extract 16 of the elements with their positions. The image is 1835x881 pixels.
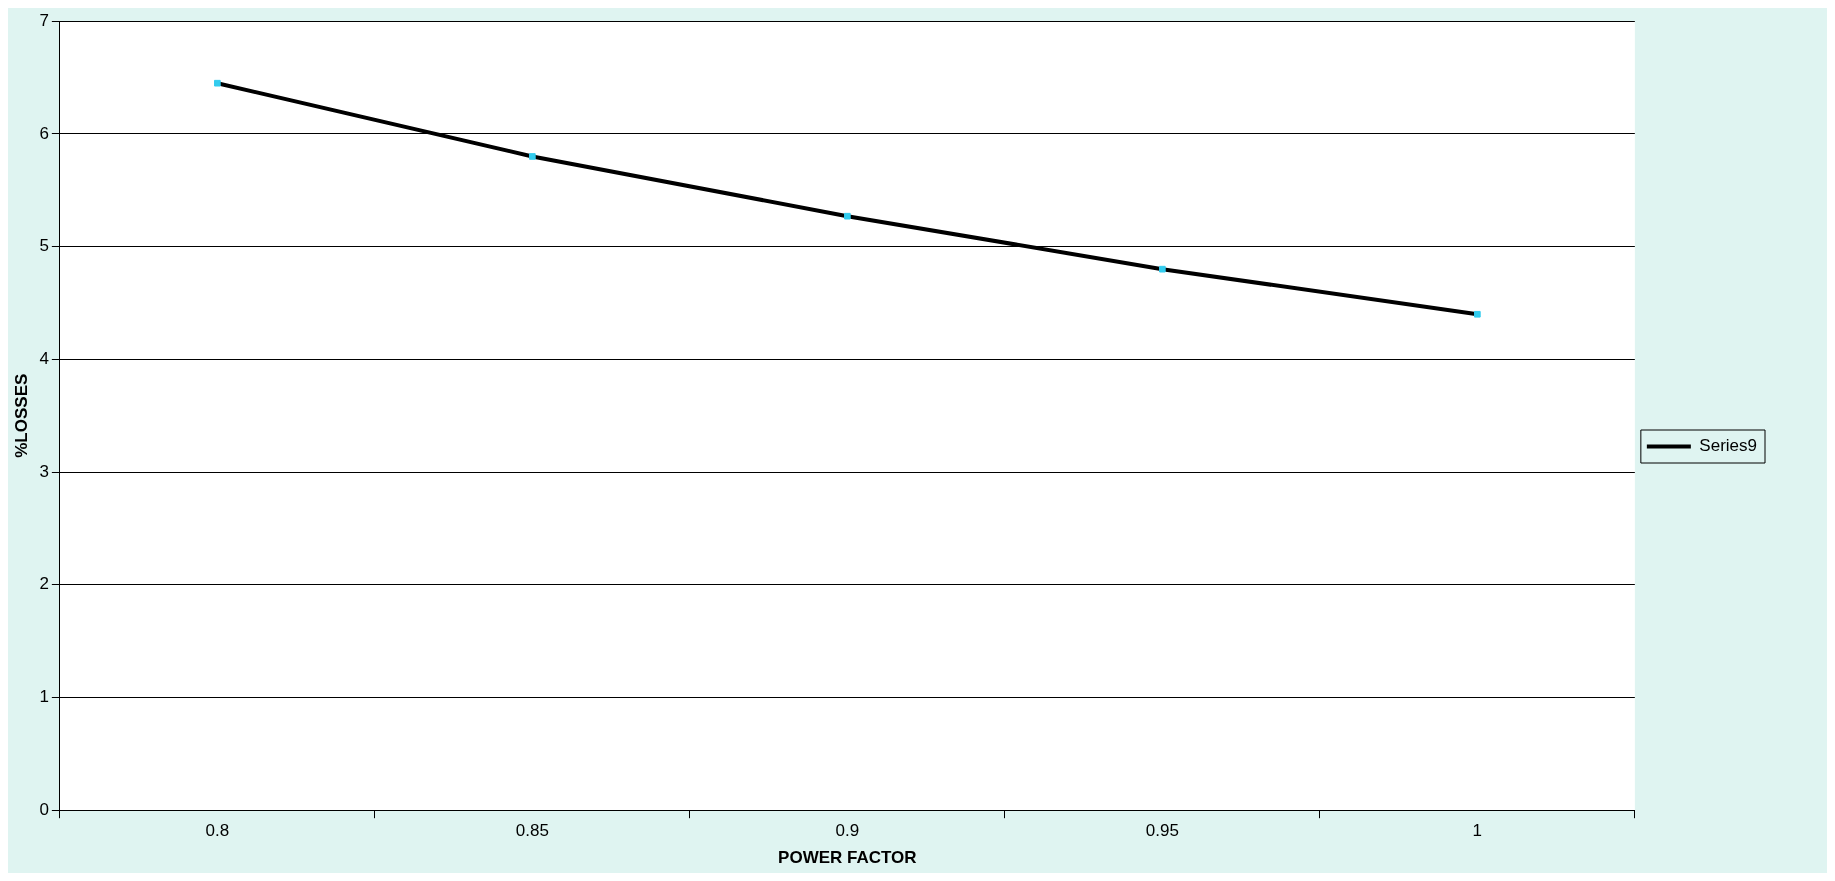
y-axis-title: %LOSSES bbox=[11, 373, 31, 458]
x-tick-label: 0.8 bbox=[205, 821, 230, 841]
y-tick-label: 0 bbox=[39, 799, 49, 819]
x-tick-label: 0.9 bbox=[835, 821, 860, 841]
y-tick-label: 2 bbox=[39, 574, 49, 594]
y-tick-label: 4 bbox=[39, 349, 49, 369]
y-tick-label: 1 bbox=[39, 687, 49, 707]
x-axis-title: POWER FACTOR bbox=[778, 848, 917, 868]
x-tick-label: 0.85 bbox=[515, 821, 549, 841]
y-tick-label: 5 bbox=[39, 236, 49, 256]
y-tick-label: 7 bbox=[39, 10, 49, 30]
x-tick-label: 0.95 bbox=[1145, 821, 1179, 841]
y-tick-label: 3 bbox=[39, 461, 49, 481]
x-tick-label: 1 bbox=[1472, 821, 1483, 841]
legend-label: Series9 bbox=[1699, 436, 1757, 456]
y-tick-label: 6 bbox=[39, 123, 49, 143]
